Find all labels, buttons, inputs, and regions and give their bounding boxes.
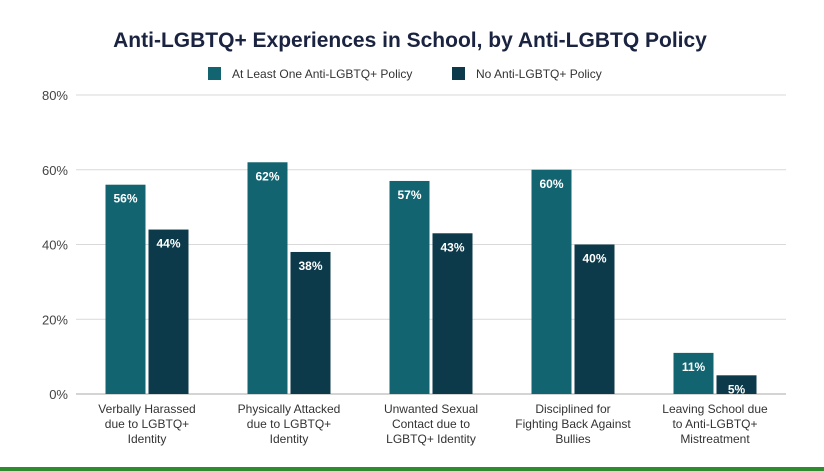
legend-swatch — [208, 67, 221, 80]
y-tick-label: 40% — [42, 238, 68, 253]
data-label: 60% — [539, 177, 563, 191]
data-label: 5% — [728, 382, 746, 396]
category-label-line: due to LGBTQ+ — [105, 417, 189, 431]
y-tick-label: 80% — [42, 88, 68, 103]
data-label: 40% — [582, 252, 606, 266]
chart-title: Anti-LGBTQ+ Experiences in School, by An… — [113, 29, 707, 52]
data-label: 38% — [298, 259, 322, 273]
bar — [290, 251, 331, 394]
bar — [247, 162, 288, 394]
y-tick-label: 0% — [49, 387, 68, 402]
bar — [531, 169, 572, 394]
category-label-line: Identity — [128, 432, 167, 446]
category-label-line: Physically Attacked — [238, 402, 341, 416]
category-label: Disciplined for Fighting Back Against Bull… — [515, 402, 631, 446]
category-label-line: Bullies — [555, 432, 590, 446]
data-label: 44% — [156, 237, 180, 251]
bar — [716, 375, 757, 394]
legend-label: At Least One Anti-LGBTQ+ Policy — [232, 67, 412, 81]
category-label: Verbally Harassed due to LGBTQ+ Identity — [98, 402, 195, 446]
legend-swatch — [452, 67, 465, 80]
category-label-line: to Anti-LGBTQ+ — [672, 417, 757, 431]
category-label-line: Identity — [270, 432, 309, 446]
category-label: Physically Attacked due to LGBTQ+ Identity — [238, 402, 341, 446]
bar — [432, 233, 473, 394]
y-tick-label: 60% — [42, 163, 68, 178]
category-label-line: Disciplined for — [535, 402, 610, 416]
category-label-line: Leaving School due — [662, 402, 768, 416]
x-axis: Verbally Harassed due to LGBTQ+ IdentityPh… — [98, 402, 768, 446]
data-label: 62% — [255, 169, 279, 183]
bar — [148, 229, 189, 394]
category-label-line: Contact due to — [392, 417, 470, 431]
bar — [105, 184, 146, 394]
category-label-line: LGBTQ+ Identity — [386, 432, 476, 446]
category-label-line: Verbally Harassed — [98, 402, 195, 416]
bar — [389, 180, 430, 394]
y-tick-label: 20% — [42, 312, 68, 327]
legend: At Least One Anti-LGBTQ+ Policy No Anti-L… — [208, 67, 602, 81]
category-label-line: Mistreatment — [680, 432, 750, 446]
category-label-line: Fighting Back Against — [515, 417, 631, 431]
data-label: 43% — [440, 240, 464, 254]
data-label: 57% — [397, 188, 421, 202]
bar — [574, 244, 615, 394]
category-label: Unwanted Sexual Contact due to LGBTQ+ Iden… — [384, 402, 478, 446]
bottom-rule — [0, 467, 824, 471]
category-label: Leaving School due to Anti-LGBTQ+ Mistreat… — [662, 402, 768, 446]
data-label: 11% — [682, 360, 706, 374]
category-label-line: Unwanted Sexual — [384, 402, 478, 416]
bar — [673, 352, 714, 394]
bars: 56% 62% 57% 60% 11% 44% 38% 43% 40% 5% — [105, 162, 757, 396]
grid — [76, 94, 786, 395]
y-axis: 0% 20% 40% 60% 80% — [42, 88, 68, 402]
data-label: 56% — [113, 192, 137, 206]
legend-label: No Anti-LGBTQ+ Policy — [476, 67, 602, 81]
category-label-line: due to LGBTQ+ — [247, 417, 331, 431]
